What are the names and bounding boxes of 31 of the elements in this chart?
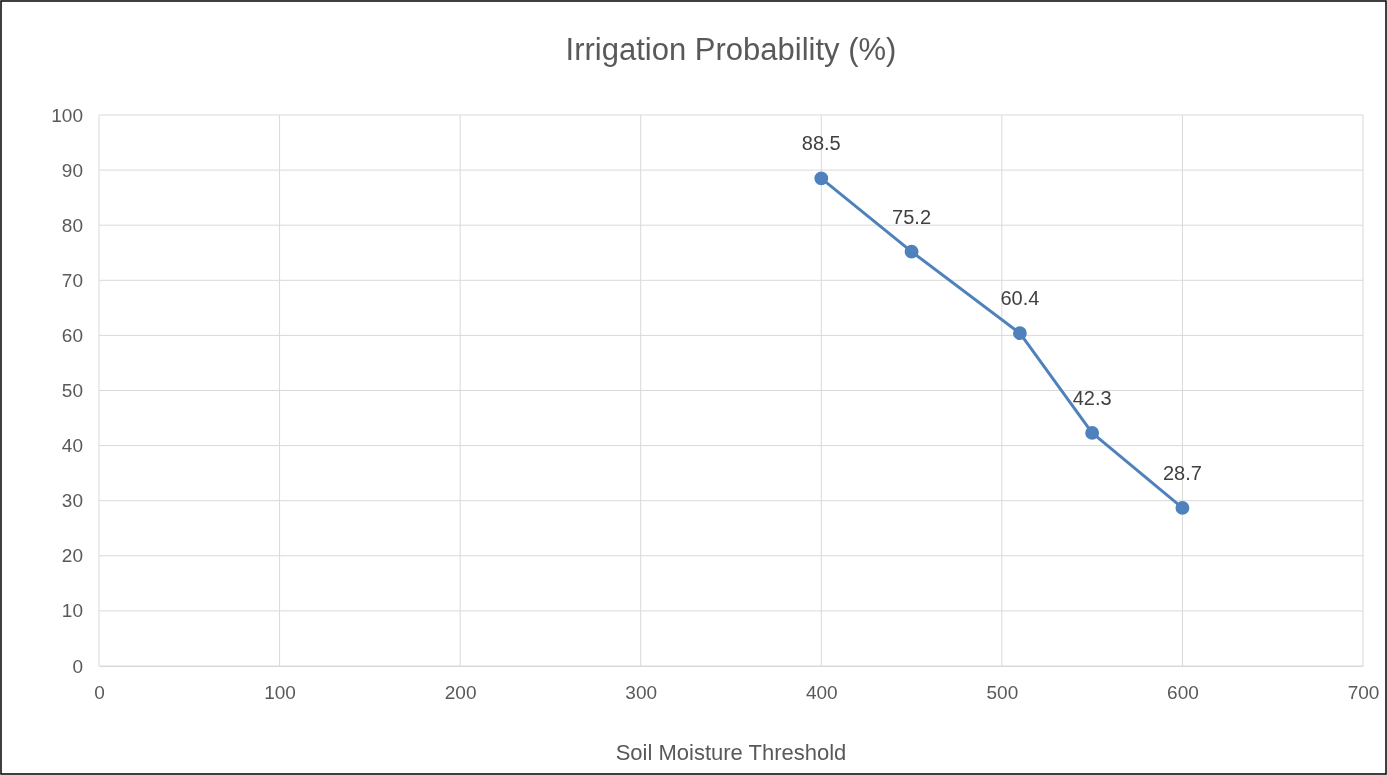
y-tick-label: 10 [61, 600, 83, 622]
x-tick-label: 300 [625, 682, 658, 704]
data-label: 75.2 [892, 205, 932, 228]
data-label: 60.4 [1000, 287, 1040, 310]
point [1175, 500, 1190, 515]
y-tick-label: 100 [51, 104, 83, 126]
y-tick-label: 90 [61, 159, 83, 181]
x-tick-label: 400 [805, 682, 838, 704]
data-label: 88.5 [801, 132, 841, 155]
point [904, 244, 919, 259]
point [1085, 426, 1100, 440]
chart-title: Irrigation Probability (%) [565, 32, 897, 67]
x-tick-label: 700 [1347, 682, 1380, 704]
y-tick-label: 80 [61, 214, 83, 236]
y-tick-label: 40 [61, 435, 83, 457]
y-tick-label: 20 [61, 545, 83, 567]
data-label: 28.7 [1162, 461, 1202, 484]
y-tick-label: 60 [61, 324, 83, 346]
point [1013, 326, 1027, 341]
x-tick-label: 100 [264, 682, 296, 704]
y-tick-label: 0 [72, 655, 83, 677]
x-tick-label: 600 [1167, 682, 1199, 704]
x-tick-label: 200 [444, 682, 477, 704]
data-label: 42.3 [1072, 386, 1112, 409]
x-tick-label: 0 [94, 682, 105, 704]
point [814, 171, 829, 186]
x-axis-title: Soil Moisture Threshold [615, 740, 847, 765]
y-tick-label: 50 [61, 380, 83, 402]
y-tick-label: 70 [61, 269, 83, 291]
x-tick-label: 500 [986, 682, 1019, 704]
y-tick-label: 30 [61, 490, 83, 512]
